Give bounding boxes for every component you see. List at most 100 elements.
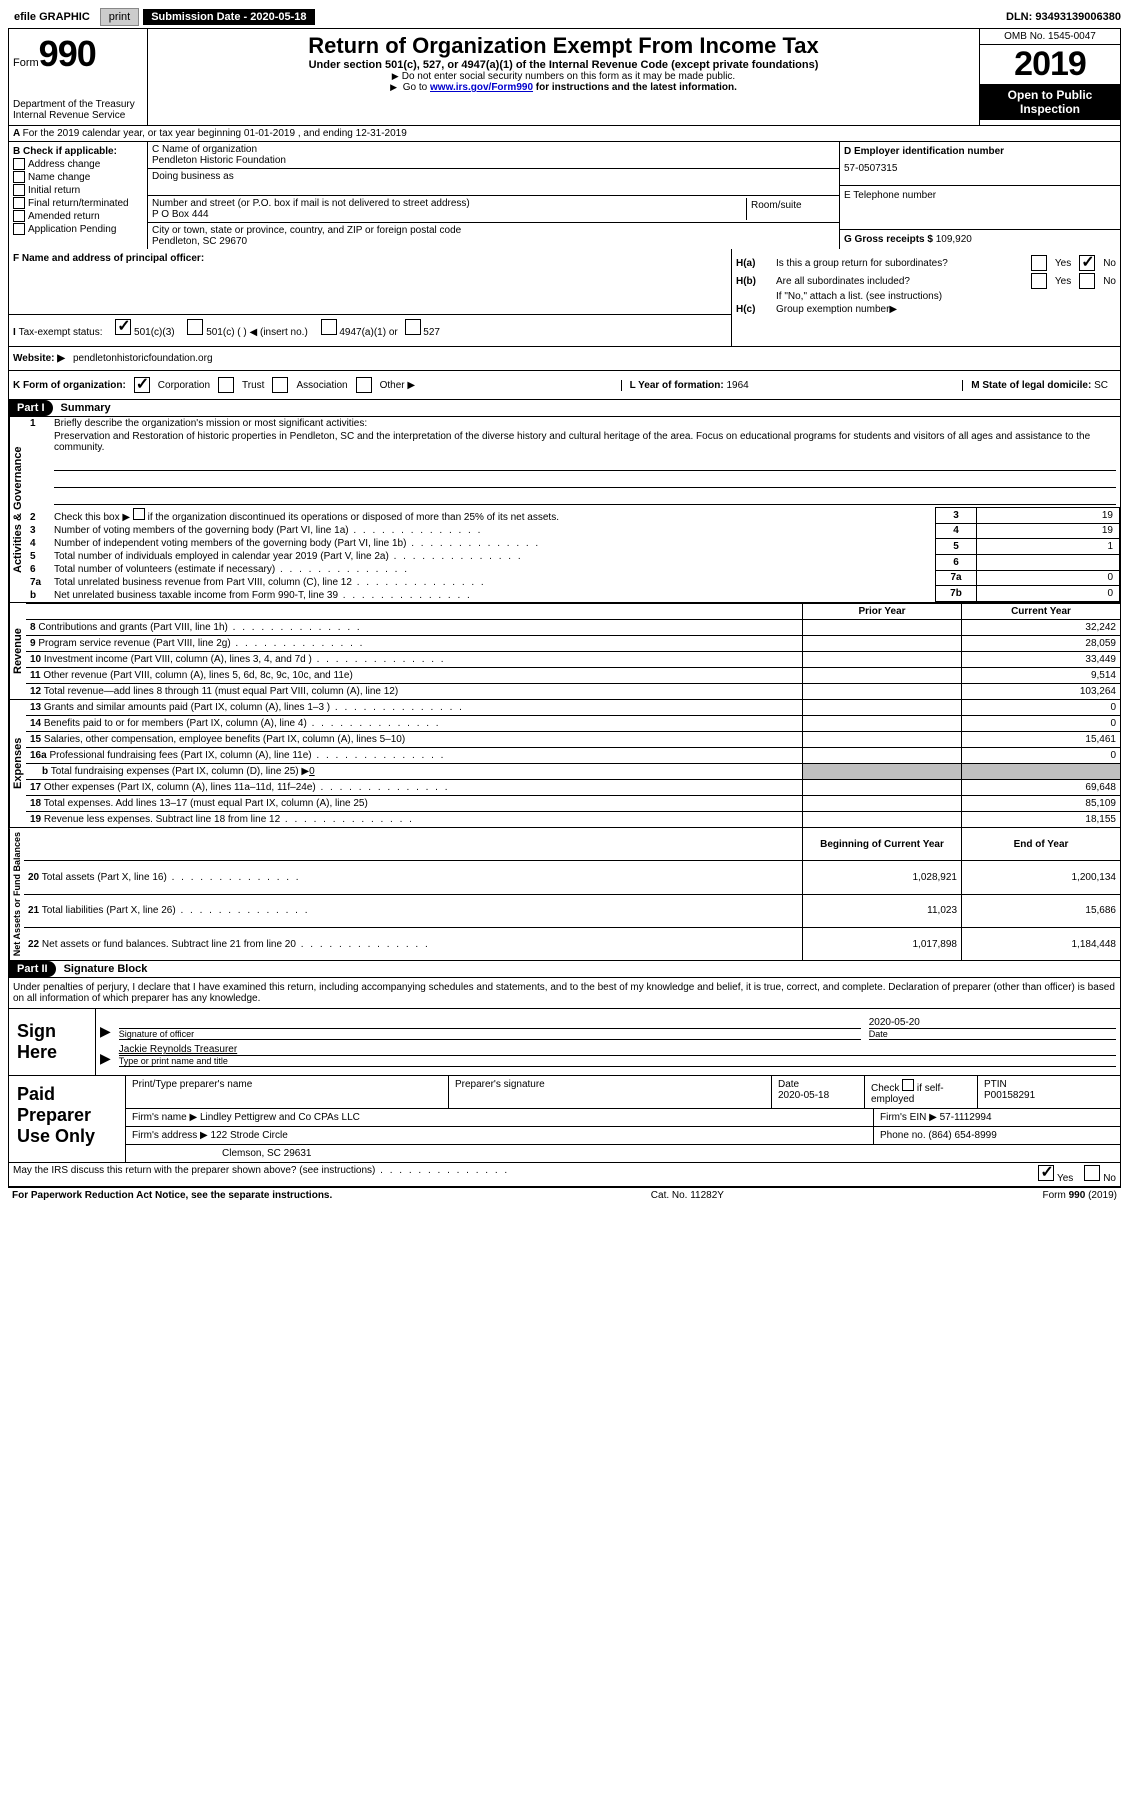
dln: DLN: 93493139006380 [1006,11,1121,23]
top-bar: efile GRAPHIC print Submission Date - 20… [8,8,1121,26]
paperwork-notice: For Paperwork Reduction Act Notice, see … [12,1190,332,1201]
line4: Number of independent voting members of … [54,538,931,549]
part1-title: Summary [53,402,111,414]
org-name: Pendleton Historic Foundation [152,155,835,166]
col-c-org: C Name of organization Pendleton Histori… [148,142,839,249]
discuss-yes[interactable] [1038,1165,1054,1181]
row-a-period: A For the 2019 calendar year, or tax yea… [9,126,1120,142]
website-url[interactable]: pendletonhistoricfoundation.org [73,353,213,364]
sig-arrow-icon: ▶ [100,1023,111,1040]
city-label: City or town, state or province, country… [152,225,835,236]
ha-yes[interactable] [1031,255,1047,271]
chk-pending[interactable] [13,223,25,235]
paid-preparer-label: Paid Preparer Use Only [9,1076,125,1162]
activities-values: 319 419 51 6 7a0 7b0 [935,507,1120,602]
ein-label: D Employer identification number [844,146,1116,157]
note-goto: Go to www.irs.gov/Form990 for instructio… [152,82,975,93]
note-ssn: Do not enter social security numbers on … [152,71,975,82]
omb-number: OMB No. 1545-0047 [980,29,1120,45]
prep-name-label: Print/Type preparer's name [126,1076,449,1108]
gross-value: 109,920 [936,234,972,245]
chk-initial[interactable] [13,184,25,196]
hb-yes[interactable] [1031,273,1047,289]
irs-link[interactable]: www.irs.gov/Form990 [430,82,533,93]
chk-address[interactable] [13,158,25,170]
ptin-label: PTIN [984,1079,1007,1090]
city-state-zip: Pendleton, SC 29670 [152,236,835,247]
principal-officer: F Name and address of principal officer:… [9,249,731,346]
website-row: Website: ▶ pendletonhistoricfoundation.o… [9,347,1120,371]
form-body: Form990 Department of the Treasury Inter… [8,28,1121,1188]
preparer-table: Print/Type preparer's name Preparer's si… [125,1076,1120,1162]
open-inspection: Open to Public Inspection [980,84,1120,120]
chk-501c3[interactable] [115,319,131,335]
state-domicile: SC [1094,380,1108,391]
gross-label: G Gross receipts $ [844,234,933,245]
chk-corp[interactable] [134,377,150,393]
chk-4947[interactable] [321,319,337,335]
chk-name[interactable] [13,171,25,183]
chk-assoc[interactable] [272,377,288,393]
part2-title: Signature Block [56,963,148,975]
firm-name: Lindley Pettigrew and Co CPAs LLC [200,1112,360,1123]
sign-here-label: Sign Here [9,1009,95,1075]
form-id-cell: Form990 Department of the Treasury Inter… [9,29,148,125]
part2-header: Part II [9,961,56,977]
form-prefix: Form [13,57,39,69]
netassets-table: Beginning of Current YearEnd of Year 20 … [24,828,1120,960]
chk-other[interactable] [356,377,372,393]
firm-phone: (864) 654-8999 [928,1130,996,1141]
page-footer: For Paperwork Reduction Act Notice, see … [8,1188,1121,1203]
officer-name: Jackie Reynolds Treasurer [119,1044,1116,1055]
print-button[interactable]: print [100,8,139,26]
ha-no[interactable] [1079,255,1095,271]
col-b-checkboxes: B Check if applicable: Address change Na… [9,142,148,249]
perjury-declaration: Under penalties of perjury, I declare th… [9,978,1120,1009]
dept-treasury: Department of the Treasury Internal Reve… [13,99,143,121]
submission-date: Submission Date - 2020-05-18 [143,9,314,25]
chk-amended[interactable] [13,210,25,222]
discuss-no[interactable] [1084,1165,1100,1181]
year-cell: OMB No. 1545-0047 2019 Open to Public In… [979,29,1120,125]
cat-no: Cat. No. 11282Y [651,1190,724,1201]
chk-trust[interactable] [218,377,234,393]
sig-officer-caption: Signature of officer [119,1028,861,1039]
year-formation: 1964 [727,380,749,391]
line1-label: Briefly describe the organization's miss… [54,418,1116,429]
tax-year: 2019 [980,45,1120,84]
sig-arrow-icon: ▶ [100,1050,111,1067]
line7b: Net unrelated business taxable income fr… [54,590,931,601]
chk-discontinued[interactable] [133,508,145,520]
hb-no[interactable] [1079,273,1095,289]
prep-sig-label: Preparer's signature [449,1076,772,1108]
expenses-label: Expenses [9,700,26,827]
form-subtitle: Under section 501(c), 527, or 4947(a)(1)… [152,59,975,71]
prep-date: 2020-05-18 [778,1090,829,1101]
chk-501c[interactable] [187,319,203,335]
part1-header: Part I [9,400,53,416]
expenses-table: 13 Grants and similar amounts paid (Part… [26,700,1120,827]
chk-final[interactable] [13,197,25,209]
chk-527[interactable] [405,319,421,335]
chk-selfemp[interactable] [902,1079,914,1091]
phone-label: E Telephone number [844,190,1116,201]
form-title: Return of Organization Exempt From Incom… [152,33,975,59]
tax-status-label: Tax-exempt status: [19,327,103,338]
revenue-table: Prior YearCurrent Year 8 Contributions a… [26,603,1120,699]
form-number: 990 [39,33,96,74]
line3: Number of voting members of the governin… [54,525,931,536]
c-label: C Name of organization [152,144,835,155]
street-address: P O Box 444 [152,209,746,220]
form-org-row: K Form of organization: Corporation Trus… [9,371,1120,400]
netassets-label: Net Assets or Fund Balances [9,828,24,960]
efile-label: efile GRAPHIC [8,9,96,25]
firm-addr1: 122 Strode Circle [211,1130,288,1141]
col-deg: D Employer identification number 57-0507… [839,142,1120,249]
prep-date-label: Date [778,1079,799,1090]
line6: Total number of volunteers (estimate if … [54,564,931,575]
mission-text: Preservation and Restoration of historic… [54,431,1116,453]
ptin-value: P00158291 [984,1090,1035,1101]
activities-label: Activities & Governance [9,417,26,602]
firm-ein: 57-1112994 [940,1112,992,1123]
firm-addr2: Clemson, SC 29631 [126,1145,1120,1162]
